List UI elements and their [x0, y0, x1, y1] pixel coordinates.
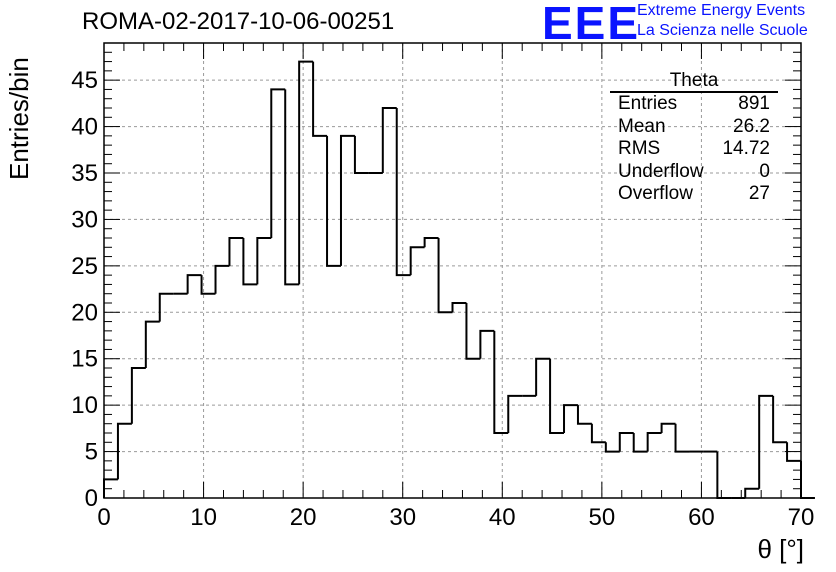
x-tick-label: 60 — [688, 504, 715, 531]
histogram-bin — [479, 329, 495, 359]
histogram-bin — [590, 423, 606, 444]
histogram-bin — [493, 330, 509, 434]
logo-tagline-2: La Scienza nelle Scuole — [637, 22, 808, 39]
x-tick-label: 10 — [190, 504, 217, 531]
y-tick-label: 5 — [85, 439, 98, 466]
histogram-bin — [144, 320, 160, 368]
histogram-bin — [339, 134, 355, 266]
stats-label: Overflow — [618, 183, 693, 204]
histogram-bin — [186, 274, 202, 294]
x-tick-label: 20 — [290, 504, 317, 531]
histogram-bin — [744, 487, 760, 498]
x-tick-label: 40 — [489, 504, 516, 531]
histogram-bin — [465, 303, 481, 360]
stats-label: Entries — [618, 93, 678, 114]
stats-value: 14.72 — [722, 138, 770, 159]
x-tick-label: 70 — [788, 504, 815, 531]
histogram-bin — [395, 108, 411, 277]
y-tick-label: 20 — [71, 299, 98, 326]
histogram-bin — [576, 405, 592, 425]
histogram-bin — [646, 432, 662, 452]
histogram-bin — [507, 394, 523, 433]
logo-tagline-1: Extreme Energy Events — [637, 2, 806, 19]
y-tick-label: 40 — [71, 114, 98, 141]
y-tick-label: 45 — [71, 67, 98, 94]
histogram-bin — [758, 394, 774, 489]
x-tick-label: 30 — [389, 504, 416, 531]
histogram-bin — [535, 357, 551, 396]
x-tick-label: 0 — [97, 504, 110, 531]
histogram-bin — [353, 135, 369, 174]
histogram-bin — [632, 433, 648, 453]
plot-frame-rect — [103, 42, 802, 499]
histogram-bin — [618, 432, 634, 452]
histogram-bin — [437, 238, 453, 314]
stats-value: 0 — [759, 160, 770, 182]
histogram-series — [103, 60, 815, 499]
plot-frame — [103, 42, 802, 499]
stats-row-underflow: Underflow 0 — [610, 161, 778, 184]
histogram-bin — [674, 423, 690, 453]
y-tick-label: 10 — [71, 392, 98, 419]
chart-title: ROMA-02-2017-10-06-00251 — [82, 8, 395, 35]
histogram-bin — [130, 367, 146, 424]
y-tick-label: 15 — [71, 346, 98, 373]
histogram-bin — [381, 107, 397, 173]
histogram-bin — [563, 404, 578, 433]
histogram-bin — [409, 246, 425, 276]
histogram-bin — [423, 237, 439, 248]
histogram-bin — [228, 237, 244, 266]
histogram-bin — [604, 442, 620, 453]
eee-logo: EEE — [542, 0, 641, 49]
histogram-bin — [716, 451, 732, 499]
histogram-bin — [200, 275, 216, 295]
stats-label: RMS — [618, 138, 661, 159]
histogram-bin — [284, 89, 300, 286]
stats-row-entries: Entries 891 — [610, 93, 778, 116]
stats-label: Underflow — [618, 160, 704, 182]
x-axis-label: θ [°] — [757, 534, 804, 564]
histogram-bin — [270, 88, 286, 238]
histogram-bin — [451, 302, 467, 313]
stats-row-overflow: Overflow 27 — [610, 183, 778, 206]
histogram-bin — [116, 422, 132, 480]
histogram-bin — [549, 358, 565, 434]
histogram-bin — [158, 292, 174, 322]
stats-value: 26.2 — [733, 115, 770, 137]
histogram-bin — [800, 460, 815, 499]
y-tick-label: 0 — [85, 485, 98, 512]
histogram-bin — [660, 422, 676, 433]
stats-value: 27 — [748, 183, 770, 204]
histogram-bin — [298, 60, 314, 285]
tick-labels: 0 10 20 30 40 50 60 70 0 5 10 15 20 25 30 35 40 45 — [71, 67, 814, 531]
stats-label: Mean — [618, 115, 666, 137]
histogram-bin — [772, 395, 788, 444]
y-tick-label: 25 — [71, 253, 98, 280]
x-tick-label: 50 — [589, 504, 616, 531]
y-tick-label: 35 — [71, 160, 98, 187]
histogram-bin — [326, 135, 341, 267]
stats-value: 891 — [738, 93, 770, 114]
histogram-bin — [242, 238, 258, 286]
histogram-bin — [256, 237, 272, 285]
y-tick-label: 30 — [71, 206, 98, 233]
stats-row-rms: RMS 14.72 — [610, 138, 778, 161]
y-axis-label: Entries/bin — [4, 57, 34, 180]
stats-title: Theta — [610, 70, 778, 93]
stats-box: Theta Entries 891 Mean 26.2 RMS 14.72 Un… — [610, 70, 778, 206]
axis-ticks — [103, 42, 802, 499]
histogram-bin — [312, 61, 328, 137]
histogram-bin — [214, 264, 230, 294]
stats-row-mean: Mean 26.2 — [610, 116, 778, 139]
